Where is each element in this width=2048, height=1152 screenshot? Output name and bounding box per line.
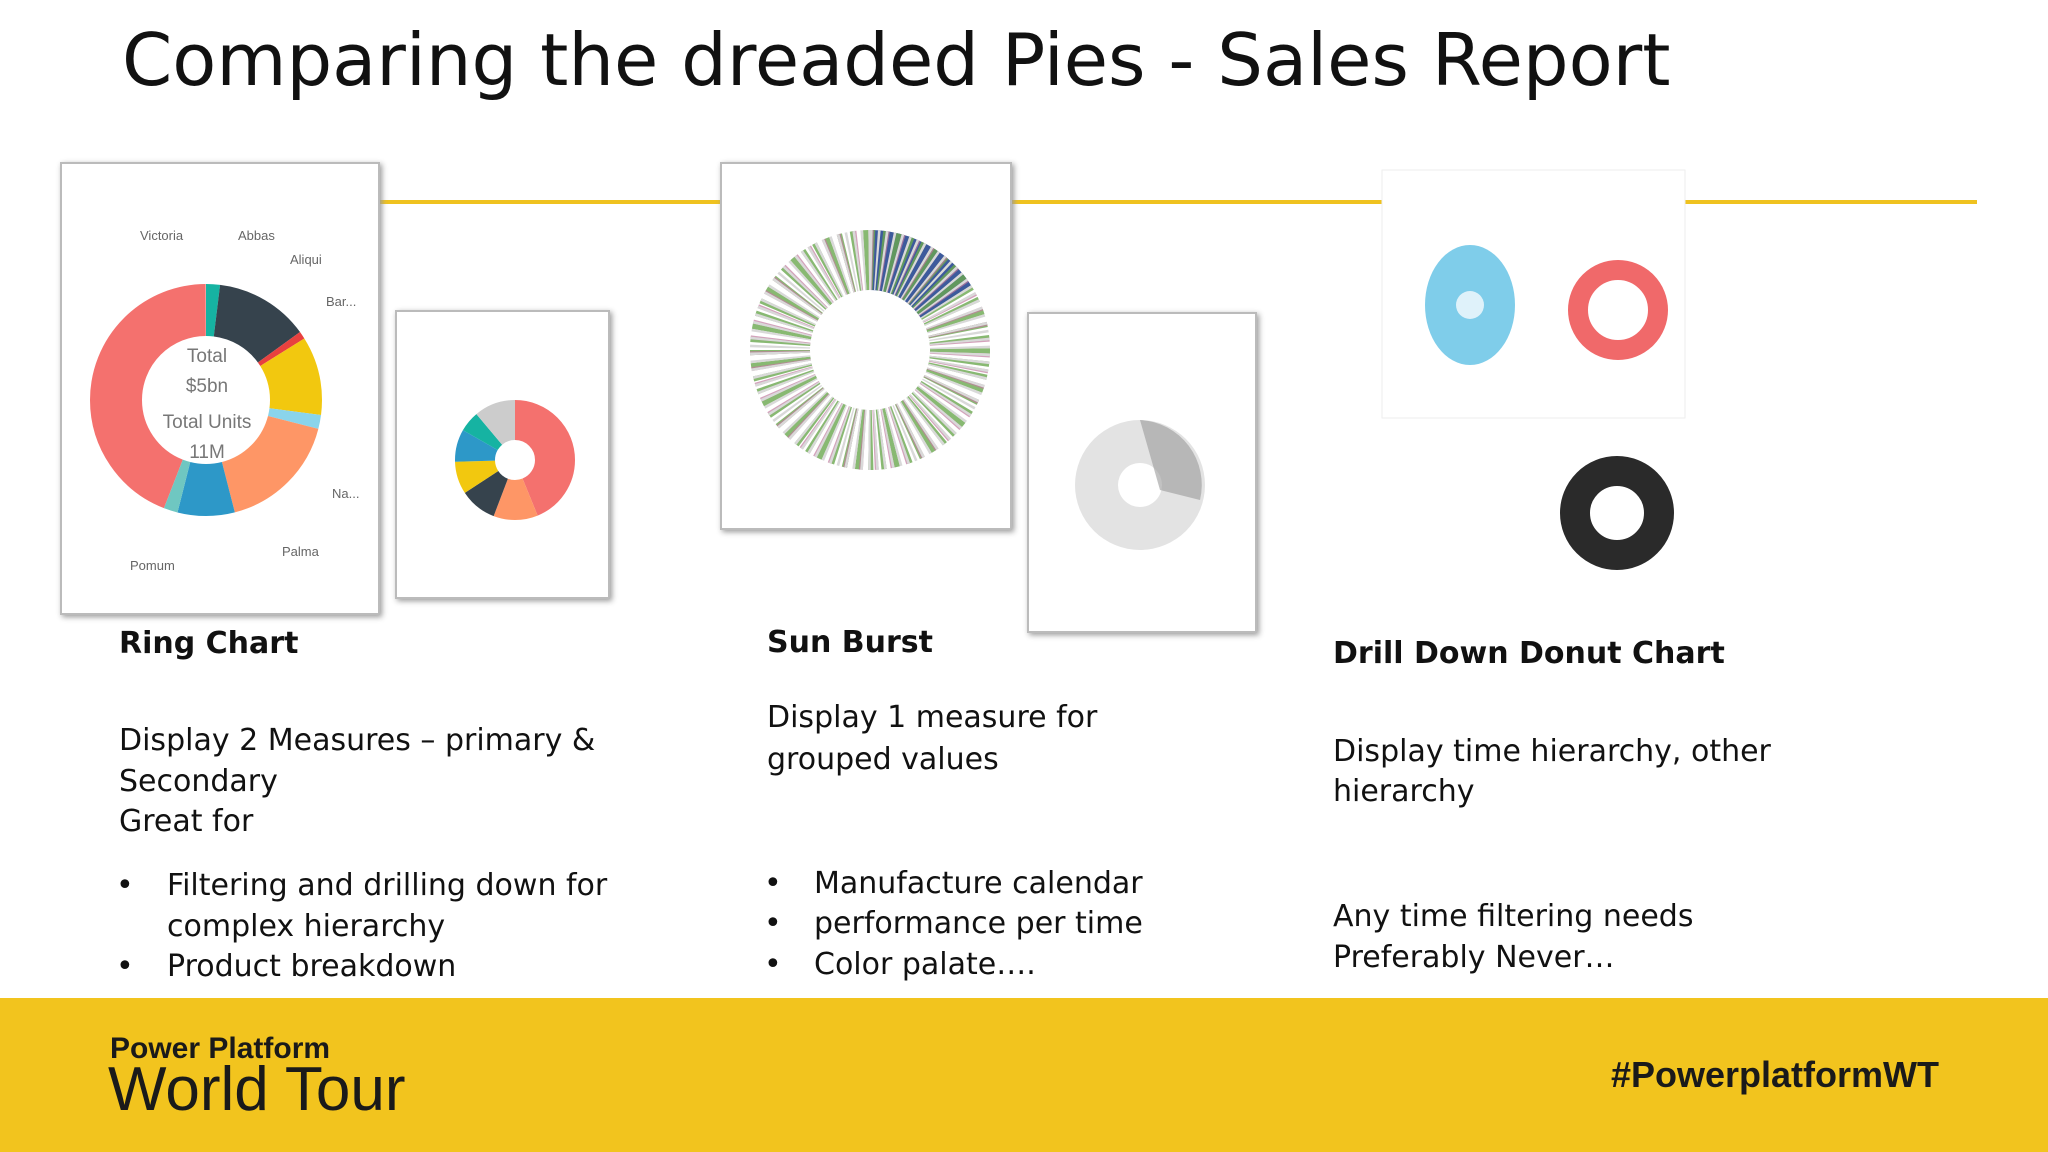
- pie-thumbnail: [1027, 312, 1257, 633]
- description-line: Display 1 measure for: [767, 700, 1098, 735]
- slice-label: Aliqui: [290, 252, 322, 267]
- slice-label: Palma: [282, 544, 320, 559]
- bullet: •: [764, 866, 782, 901]
- slice-label: Pomum: [130, 558, 175, 573]
- note-line: Any time filtering needs: [1333, 899, 1693, 934]
- slice-label: Abbas: [238, 228, 275, 243]
- center-label: Total: [187, 346, 227, 367]
- bullet-text: Filtering and drilling down for: [167, 868, 608, 903]
- slice-label: Victoria: [140, 228, 184, 243]
- bullet: •: [764, 906, 782, 941]
- slice-label: Bar...: [326, 294, 356, 309]
- drill-donut-thumbnail: [1381, 169, 1686, 570]
- center-label: Total Units: [163, 412, 252, 433]
- bullet: •: [764, 947, 782, 982]
- description-line: Great for: [119, 804, 254, 839]
- bullet: •: [116, 868, 134, 903]
- bullet-text: complex hierarchy: [167, 909, 445, 944]
- note-line: Preferably Never…: [1333, 940, 1615, 975]
- column-heading: Sun Burst: [767, 625, 933, 660]
- brand-line: World Tour: [108, 1055, 406, 1124]
- description-line: grouped values: [767, 742, 999, 777]
- center-label: $5bn: [186, 376, 228, 397]
- slice-label: Na...: [332, 486, 359, 501]
- ring-thumbnail: Victoria Abbas Aliqui Bar... Na... Palma…: [60, 162, 380, 615]
- center-label: 11M: [189, 442, 225, 463]
- bullet-text: performance per time: [814, 906, 1143, 941]
- description-line: Display 2 Measures – primary &: [119, 723, 595, 758]
- footer-band: [0, 998, 2048, 1152]
- bullet-text: Manufacture calendar: [814, 866, 1143, 901]
- slide-title: Comparing the dreaded Pies - Sales Repor…: [122, 18, 1671, 102]
- pie-thumbnail: [395, 310, 610, 599]
- bullet-text: Color palate….: [814, 947, 1036, 982]
- column-heading: Ring Chart: [119, 626, 298, 661]
- hashtag: #PowerplatformWT: [1611, 1054, 1939, 1095]
- brand-line: Power Platform: [110, 1032, 330, 1065]
- description-line: hierarchy: [1333, 774, 1474, 809]
- description-line: Display time hierarchy, other: [1333, 734, 1772, 769]
- sunburst-thumbnail: [720, 162, 1012, 530]
- bullet-text: Product breakdown: [167, 949, 456, 984]
- bullet: •: [116, 949, 134, 984]
- column-heading: Drill Down Donut Chart: [1333, 636, 1725, 671]
- description-line: Secondary: [119, 764, 278, 799]
